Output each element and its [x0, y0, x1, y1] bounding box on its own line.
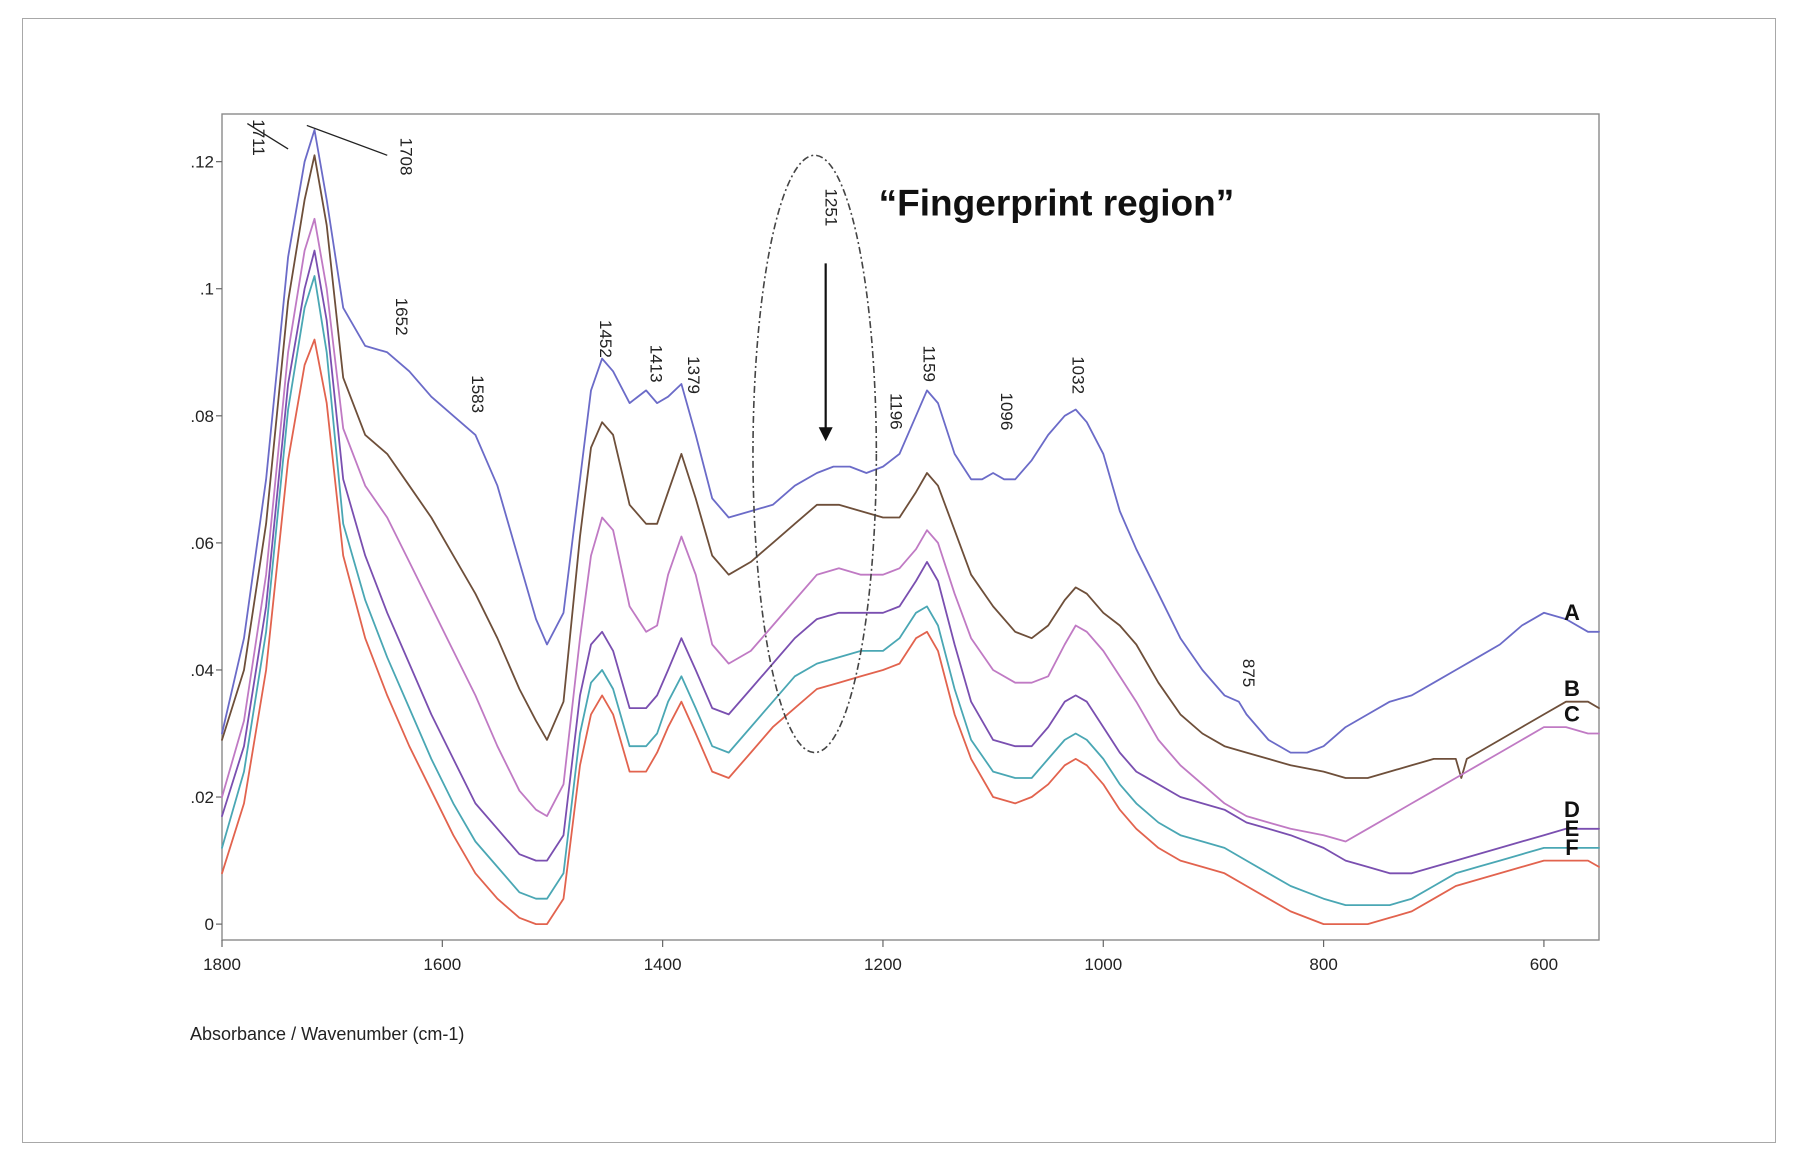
figure-frame	[22, 18, 1776, 1143]
series-line-c	[221, 217, 1600, 843]
y-tick-label: .02	[190, 788, 214, 807]
y-axis: 0 .02 .04 .06 .08 .1 .12	[190, 153, 222, 934]
peak-label-1413: 1413	[646, 345, 665, 383]
peak-label-1652: 1652	[392, 298, 411, 336]
peak-label-1452: 1452	[596, 320, 615, 358]
plot-area-border	[221, 113, 1600, 941]
peak-label-1711: 1711	[249, 119, 268, 156]
peak-label-1032: 1032	[1068, 356, 1087, 394]
x-tick-label: 800	[1309, 955, 1337, 974]
peak-label-1708: 1708	[397, 138, 416, 176]
peak-label-1159: 1159	[920, 345, 939, 382]
x-tick-label: 1000	[1084, 955, 1122, 974]
y-tick-label: 0	[205, 915, 214, 934]
series-labels: A BC DEF	[1564, 600, 1580, 860]
fingerprint-region-ellipse	[752, 154, 878, 754]
fingerprint-arrow-head	[818, 427, 833, 442]
series-lines	[221, 129, 1600, 925]
y-tick-label: .04	[190, 661, 214, 680]
series-label-b: B	[1564, 676, 1580, 701]
x-tick-label: 600	[1530, 955, 1558, 974]
peak-label-1379: 1379	[684, 356, 703, 394]
x-tick-label: 1600	[423, 955, 461, 974]
y-tick-label: .08	[190, 407, 214, 426]
x-tick-label: 1800	[203, 955, 241, 974]
peak-label-875: 875	[1239, 659, 1258, 687]
peak-label-1583: 1583	[468, 375, 487, 413]
series-label-e: E	[1565, 816, 1580, 841]
peak-label-1251: 1251	[822, 188, 841, 226]
peak-label-1196: 1196	[887, 393, 906, 430]
peak-leader-line	[246, 122, 289, 150]
series-line-a	[221, 129, 1600, 754]
series-label-c: C	[1564, 702, 1580, 727]
peak-label-1096: 1096	[997, 393, 1016, 431]
series-line-e	[221, 275, 1600, 906]
y-tick-label: .12	[190, 153, 214, 172]
series-label-a: A	[1564, 600, 1580, 625]
annotations: “Fingerprint region” 1711 1708 1652 1583 1452…	[246, 119, 1258, 754]
x-tick-label: 1200	[864, 955, 902, 974]
x-axis: 1800 1600 1400 1200 1000 800 600	[203, 940, 1558, 974]
series-label-f: F	[1565, 835, 1578, 860]
y-tick-label: .1	[200, 280, 214, 299]
series-line-d	[221, 249, 1600, 875]
plot-border	[221, 113, 1600, 941]
series-label-d: D	[1564, 797, 1580, 822]
fingerprint-region-label: “Fingerprint region”	[879, 183, 1235, 224]
series-line-f	[221, 338, 1600, 925]
x-tick-label: 1400	[644, 955, 682, 974]
peak-leader-line	[306, 124, 388, 156]
x-axis-title: Absorbance / Wavenumber (cm-1)	[190, 1024, 464, 1044]
series-line-b	[221, 154, 1600, 779]
y-tick-label: .06	[190, 534, 214, 553]
